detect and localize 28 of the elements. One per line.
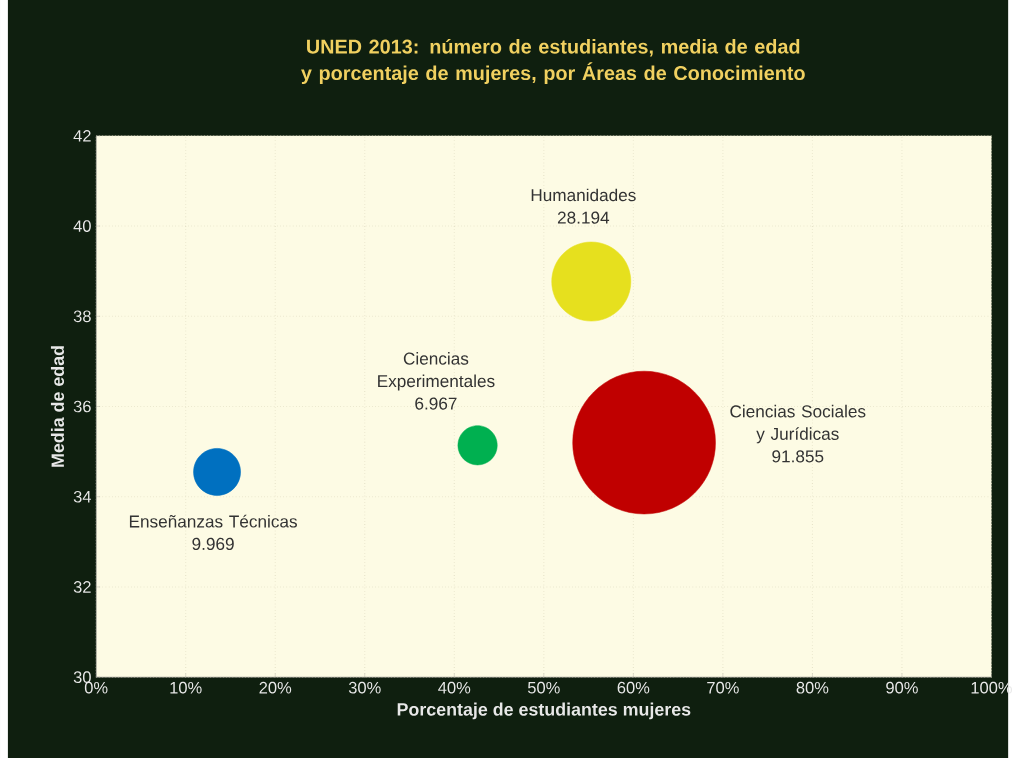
series-label: Ciencias Sociales y Jurídicas [730, 404, 866, 444]
x-tick-label: 60% [617, 681, 650, 694]
y-tick-label: 36 [73, 400, 91, 413]
x-tick-label: 30% [348, 681, 381, 694]
x-tick-label: 10% [170, 681, 202, 694]
y-axis-title: Media de edad [50, 345, 65, 467]
y-tick-label: 34 [73, 490, 92, 503]
y-tick-label: 38 [73, 310, 91, 322]
y-tick-label: 40 [73, 219, 91, 232]
x-tick-label: 80% [796, 681, 829, 694]
text: Ciencias Experimentales [378, 351, 495, 391]
x-tick-label: 40% [438, 681, 471, 694]
annotation: 28.194 [557, 211, 610, 224]
y-tick-label: 42 [73, 129, 91, 142]
annotation: 9.969 [192, 537, 234, 550]
x-axis-title: Porcentaje de estudiantes mujeres [397, 702, 691, 720]
series-label: Enseñanzas Técnicas [129, 514, 297, 528]
x-tick-label: 0% [84, 681, 108, 694]
y-tick-label: 30 [73, 671, 91, 683]
y-tick-label: 32 [73, 580, 91, 593]
x-tick-label: 50% [527, 681, 560, 694]
text: Humanidades [531, 188, 636, 202]
chart-title: UNED 2013: número de estudiantes, media de edad y porcentaje de mujeres, por Áreas de Conocimiento [301, 38, 805, 84]
x-tick-label: 70% [707, 681, 739, 694]
annotation: 6.967 [415, 397, 457, 410]
x-tick-label: 90% [886, 681, 918, 694]
x-tick-label: 20% [259, 681, 292, 694]
annotation: 91.855 [772, 450, 824, 463]
